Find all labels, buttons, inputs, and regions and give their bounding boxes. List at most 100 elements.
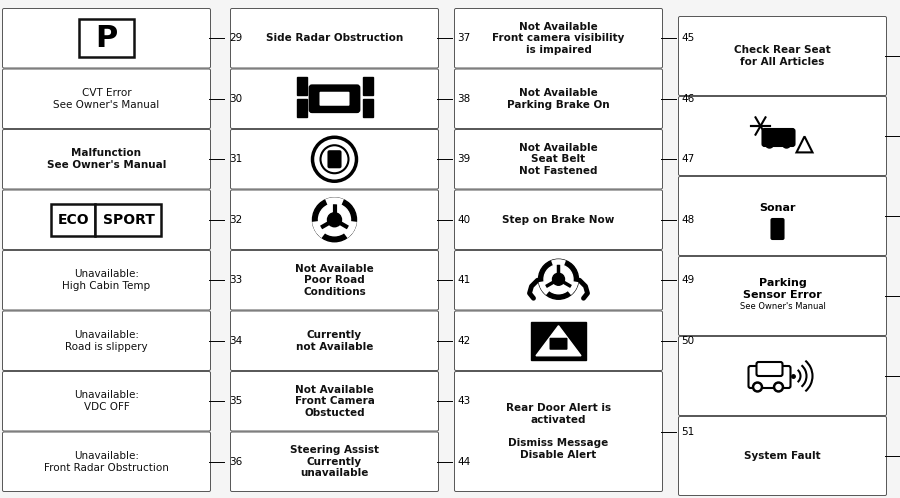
Text: 46: 46 — [681, 94, 694, 104]
Text: SPORT: SPORT — [103, 213, 155, 227]
Text: ECO: ECO — [58, 213, 89, 227]
FancyBboxPatch shape — [230, 69, 438, 128]
Text: Side Radar Obstruction: Side Radar Obstruction — [266, 33, 403, 43]
Text: 38: 38 — [457, 94, 470, 104]
FancyBboxPatch shape — [3, 372, 211, 431]
Text: 43: 43 — [457, 396, 470, 406]
FancyBboxPatch shape — [679, 16, 886, 96]
FancyBboxPatch shape — [230, 190, 438, 249]
Text: Not Available
Front camera visibility
is impaired: Not Available Front camera visibility is… — [492, 21, 625, 55]
FancyBboxPatch shape — [230, 129, 438, 189]
FancyBboxPatch shape — [230, 372, 438, 431]
Text: Step on Brake Now: Step on Brake Now — [502, 215, 615, 225]
Bar — [531, 322, 586, 360]
FancyBboxPatch shape — [3, 432, 211, 492]
Text: 39: 39 — [457, 154, 470, 164]
FancyBboxPatch shape — [454, 190, 662, 249]
Text: Malfunction
See Owner's Manual: Malfunction See Owner's Manual — [47, 148, 166, 170]
Circle shape — [538, 259, 579, 299]
Text: Not Available
Poor Road
Conditions: Not Available Poor Road Conditions — [295, 263, 373, 297]
FancyBboxPatch shape — [51, 204, 95, 236]
Circle shape — [544, 265, 573, 294]
Polygon shape — [536, 326, 581, 356]
FancyBboxPatch shape — [230, 250, 438, 310]
Text: 33: 33 — [229, 275, 242, 285]
FancyBboxPatch shape — [230, 311, 438, 371]
FancyBboxPatch shape — [454, 69, 662, 128]
Text: 44: 44 — [457, 457, 470, 467]
Text: 37: 37 — [457, 33, 470, 43]
Circle shape — [773, 382, 784, 392]
Text: Steering Assist
Currently
unavailable: Steering Assist Currently unavailable — [290, 445, 379, 479]
Circle shape — [782, 140, 790, 148]
FancyBboxPatch shape — [679, 97, 886, 175]
Text: 29: 29 — [229, 33, 242, 43]
Text: See Owner's Manual: See Owner's Manual — [740, 301, 825, 310]
Bar — [296, 99, 307, 117]
Text: 45: 45 — [681, 33, 694, 43]
Text: 32: 32 — [229, 215, 242, 225]
Text: Not Available
Parking Brake On: Not Available Parking Brake On — [508, 88, 610, 110]
FancyBboxPatch shape — [749, 366, 790, 388]
FancyBboxPatch shape — [550, 338, 568, 350]
Text: 51: 51 — [681, 426, 694, 437]
Bar — [363, 77, 373, 95]
FancyBboxPatch shape — [3, 69, 211, 128]
FancyBboxPatch shape — [679, 256, 886, 336]
FancyBboxPatch shape — [454, 311, 662, 371]
FancyBboxPatch shape — [79, 19, 134, 57]
FancyBboxPatch shape — [454, 8, 662, 68]
Text: 47: 47 — [681, 154, 694, 164]
Text: Parking
Sensor Error: Parking Sensor Error — [743, 278, 822, 300]
Text: 31: 31 — [229, 154, 242, 164]
FancyBboxPatch shape — [310, 86, 359, 112]
Text: 34: 34 — [229, 336, 242, 346]
Text: CVT Error
See Owner's Manual: CVT Error See Owner's Manual — [53, 88, 159, 110]
Bar — [363, 99, 373, 117]
Text: 42: 42 — [457, 336, 470, 346]
Text: Sonar: Sonar — [760, 203, 796, 213]
Text: 41: 41 — [457, 275, 470, 285]
FancyBboxPatch shape — [679, 337, 886, 415]
FancyBboxPatch shape — [3, 250, 211, 310]
Text: P: P — [95, 24, 118, 53]
FancyBboxPatch shape — [679, 416, 886, 496]
Text: Currently
not Available: Currently not Available — [296, 330, 374, 352]
Text: 50: 50 — [681, 336, 694, 346]
FancyBboxPatch shape — [95, 204, 161, 236]
Text: 35: 35 — [229, 396, 242, 406]
Text: Unavailable:
Front Radar Obstruction: Unavailable: Front Radar Obstruction — [44, 451, 169, 473]
FancyBboxPatch shape — [454, 129, 662, 189]
FancyBboxPatch shape — [454, 250, 662, 310]
Text: 40: 40 — [457, 215, 470, 225]
Text: Rear Door Alert is
activated

Dismiss Message
Disable Alert: Rear Door Alert is activated Dismiss Mes… — [506, 403, 611, 460]
Text: 36: 36 — [229, 457, 242, 467]
Text: Unavailable:
Road is slippery: Unavailable: Road is slippery — [65, 330, 148, 352]
Text: Unavailable:
High Cabin Temp: Unavailable: High Cabin Temp — [62, 269, 150, 291]
FancyBboxPatch shape — [230, 432, 438, 492]
FancyBboxPatch shape — [771, 219, 784, 239]
Circle shape — [752, 382, 762, 392]
FancyBboxPatch shape — [3, 8, 211, 68]
FancyBboxPatch shape — [757, 362, 782, 376]
FancyBboxPatch shape — [328, 151, 340, 167]
Text: Check Rear Seat
for All Articles: Check Rear Seat for All Articles — [734, 45, 831, 67]
FancyBboxPatch shape — [3, 311, 211, 371]
Circle shape — [312, 198, 356, 242]
Text: System Fault: System Fault — [744, 451, 821, 461]
Text: 48: 48 — [681, 215, 694, 225]
Circle shape — [766, 140, 773, 148]
FancyBboxPatch shape — [3, 190, 211, 249]
FancyBboxPatch shape — [679, 176, 886, 255]
Circle shape — [755, 384, 760, 389]
FancyBboxPatch shape — [762, 129, 795, 146]
Text: 30: 30 — [229, 94, 242, 104]
Text: Unavailable:
VDC OFF: Unavailable: VDC OFF — [74, 390, 139, 412]
Circle shape — [776, 384, 781, 389]
Text: Not Available
Seat Belt
Not Fastened: Not Available Seat Belt Not Fastened — [519, 142, 598, 176]
FancyBboxPatch shape — [230, 8, 438, 68]
FancyBboxPatch shape — [454, 372, 662, 492]
Circle shape — [319, 204, 350, 236]
Circle shape — [328, 213, 341, 227]
Text: 49: 49 — [681, 275, 694, 285]
